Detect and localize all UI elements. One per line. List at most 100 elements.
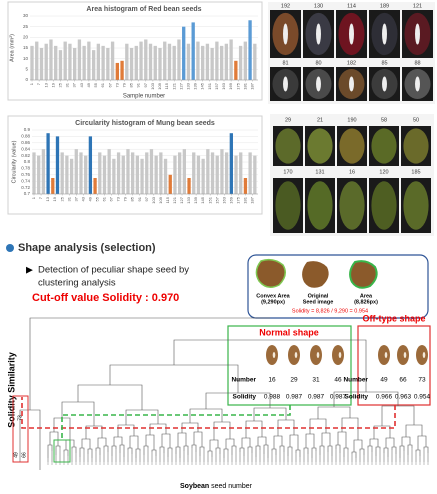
link <box>71 446 77 453</box>
hilum <box>272 352 276 358</box>
bar <box>220 149 224 194</box>
x-tick-label: 181 <box>242 196 247 203</box>
link <box>383 447 389 457</box>
link <box>405 424 423 437</box>
link <box>231 445 237 455</box>
bar <box>182 149 186 194</box>
seed <box>403 128 429 164</box>
photo-number: 170 <box>283 169 292 175</box>
row-label: Number <box>231 377 256 384</box>
bar <box>68 43 72 80</box>
y-tick-label: 30 <box>23 13 29 18</box>
bar <box>55 136 60 194</box>
leaf-label: 49 <box>13 452 19 458</box>
bar <box>248 20 252 80</box>
bar <box>131 152 135 194</box>
link <box>359 448 365 455</box>
bar <box>153 45 157 80</box>
x-tick-label: 121 <box>172 196 177 203</box>
number: 46 <box>334 377 342 384</box>
x-tick-label: 91 <box>137 196 142 201</box>
link <box>279 445 285 452</box>
bar <box>115 62 119 80</box>
x-tick-label: 55 <box>93 82 98 87</box>
bar <box>79 152 83 194</box>
link <box>295 449 301 457</box>
link <box>135 448 141 458</box>
arrow-icon: ▶ <box>26 264 33 274</box>
x-tick-label: 19 <box>52 196 57 201</box>
bar <box>243 178 248 194</box>
x-tick-label: 121 <box>171 82 176 89</box>
bar <box>168 174 172 194</box>
solidity: 0.987 <box>286 394 303 401</box>
seed <box>266 345 278 365</box>
bar <box>196 155 201 194</box>
bar <box>39 48 44 80</box>
link <box>311 447 317 458</box>
x-tick-label: 61 <box>102 196 107 201</box>
bar <box>32 152 36 194</box>
x-tick-label: 175 <box>235 196 240 203</box>
connector <box>61 405 291 440</box>
link <box>177 432 187 447</box>
bar <box>239 152 243 194</box>
link <box>119 444 125 457</box>
x-tick-label: 7 <box>38 196 43 199</box>
bar <box>243 41 247 80</box>
cutoff: Cut-off value Solidity : 0.970 <box>32 292 179 304</box>
x-tick-label: 139 <box>193 82 198 89</box>
x-tick-label: 49 <box>86 82 91 87</box>
bar <box>219 45 224 80</box>
link <box>55 445 61 455</box>
x-tick-label: 109 <box>157 82 162 89</box>
bar <box>178 152 182 194</box>
label: (8,826px) <box>354 299 378 305</box>
number: 49 <box>380 377 388 384</box>
link <box>337 431 347 448</box>
row-label: Number <box>343 377 368 384</box>
photo-number: 21 <box>317 117 323 123</box>
x-tick-label: 37 <box>73 196 78 201</box>
y-axis-label: Area (mm²) <box>9 34 15 62</box>
seed <box>310 345 322 365</box>
link <box>257 436 267 446</box>
link <box>97 437 107 448</box>
x-tick-label: 91 <box>136 82 141 87</box>
y-tick-label: 15 <box>23 45 29 50</box>
number: 31 <box>312 377 320 384</box>
highlight-box <box>12 395 29 463</box>
bar <box>140 158 144 194</box>
bullet <box>6 244 14 252</box>
link <box>319 445 325 455</box>
solidity: 0.963 <box>395 394 412 401</box>
photo-number: 88 <box>414 60 420 66</box>
x-tick-label: 31 <box>66 196 71 201</box>
link <box>415 449 421 456</box>
bar <box>163 41 167 80</box>
bar <box>77 39 82 80</box>
link <box>407 444 413 455</box>
bar <box>121 155 125 194</box>
x-tick-label: 181 <box>242 82 247 89</box>
photo-number: 114 <box>347 3 356 9</box>
photo-number: 50 <box>413 117 419 123</box>
link <box>215 447 221 454</box>
bar <box>120 60 124 80</box>
x-tick-label: 37 <box>72 82 77 87</box>
connector <box>21 397 396 429</box>
x-tick-label: 97 <box>144 196 149 201</box>
x-tick-label: 25 <box>58 82 63 87</box>
seed <box>371 128 397 164</box>
y-axis-label: Solidity Similarity <box>6 352 16 428</box>
link <box>175 446 181 458</box>
y-tick-label: 0.78 <box>21 166 30 171</box>
link <box>125 409 159 425</box>
seed <box>416 345 428 365</box>
link <box>189 408 223 423</box>
x-tick-label: 157 <box>214 196 219 203</box>
bar <box>248 152 252 194</box>
bar <box>37 155 41 194</box>
y-tick-label: 10 <box>23 56 29 61</box>
x-tick-label: 187 <box>250 82 255 89</box>
